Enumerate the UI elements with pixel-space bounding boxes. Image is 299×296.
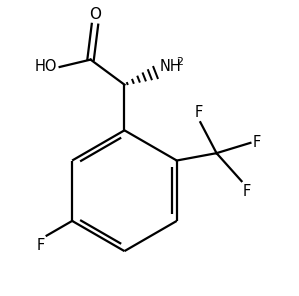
Text: O: O	[89, 7, 101, 22]
Text: NH: NH	[160, 59, 181, 75]
Text: F: F	[37, 238, 45, 253]
Text: HO: HO	[35, 59, 57, 75]
Text: F: F	[195, 105, 203, 120]
Text: F: F	[253, 135, 261, 150]
Text: 2: 2	[176, 57, 183, 67]
Text: F: F	[243, 184, 251, 199]
